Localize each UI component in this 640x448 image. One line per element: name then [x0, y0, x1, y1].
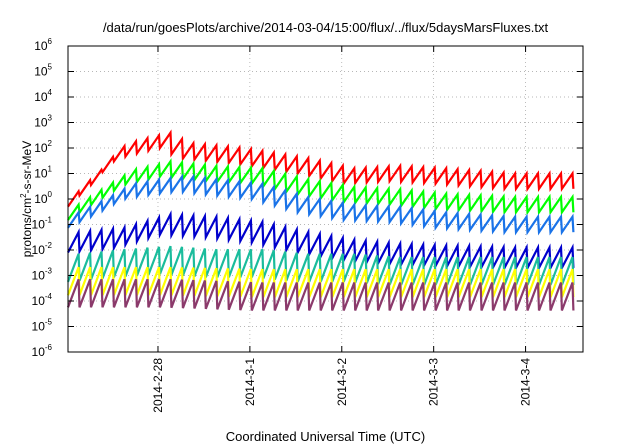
y-tick-base: 10 — [32, 269, 46, 283]
y-tick-label: 104 — [34, 88, 52, 104]
chart-title: /data/run/goesPlots/archive/2014-03-04/1… — [102, 20, 549, 35]
y-axis-label-sup: 2 — [19, 193, 28, 198]
y-axis-label: protons/cm2-s-sr-MeV — [19, 141, 34, 257]
y-axis-label-rest: -s-sr-MeV — [20, 141, 34, 194]
y-tick-base: 10 — [34, 65, 48, 79]
y-tick-exponent: 2 — [48, 139, 53, 148]
x-tick-label: 2014-3-2 — [335, 358, 349, 406]
y-tick-label: 10-6 — [32, 343, 53, 359]
x-tick-label: 2014-3-4 — [519, 358, 533, 406]
y-tick-exponent: 5 — [48, 63, 53, 72]
y-tick-base: 10 — [34, 141, 48, 155]
y-tick-label: 10-2 — [32, 241, 53, 257]
x-axis-label: Coordinated Universal Time (UTC) — [225, 429, 426, 444]
y-tick-exponent: 4 — [48, 88, 53, 97]
y-tick-base: 10 — [34, 116, 48, 130]
y-tick-label: 105 — [34, 63, 52, 79]
y-tick-exponent: -5 — [45, 318, 53, 327]
y-tick-base: 10 — [32, 243, 46, 257]
series-line-3 — [67, 173, 575, 236]
y-tick-exponent: 1 — [48, 165, 53, 174]
y-tick-label: 100 — [34, 190, 52, 206]
y-tick-base: 10 — [34, 90, 48, 104]
y-tick-label: 101 — [34, 165, 52, 181]
y-tick-exponent: 3 — [48, 114, 53, 123]
x-tick-label: 2014-3-3 — [427, 358, 441, 406]
y-tick-label: 102 — [34, 139, 52, 155]
y-tick-base: 10 — [32, 320, 46, 334]
y-tick-exponent: -6 — [45, 343, 53, 352]
y-tick-label: 10-1 — [32, 216, 53, 232]
series-layer — [66, 129, 575, 311]
y-tick-exponent: -2 — [45, 241, 53, 250]
x-tick-label: 2014-2-28 — [151, 358, 165, 413]
y-tick-exponent: 0 — [48, 190, 53, 199]
y-tick-base: 10 — [32, 294, 46, 308]
y-tick-base: 10 — [32, 345, 46, 359]
y-tick-label: 10-3 — [32, 267, 53, 283]
y-tick-exponent: -4 — [45, 292, 53, 301]
y-tick-exponent: -1 — [45, 216, 53, 225]
y-axis-ticks: 10610510410310210110010-110-210-310-410-… — [32, 37, 583, 359]
series-line-7 — [66, 278, 575, 311]
y-tick-base: 10 — [34, 39, 48, 53]
y-tick-base: 10 — [34, 192, 48, 206]
y-tick-label: 10-4 — [32, 292, 53, 308]
y-tick-exponent: 6 — [48, 37, 53, 46]
y-tick-exponent: -3 — [45, 267, 53, 276]
x-axis-ticks: 2014-2-28 2014-3-1 2014-3-2 2014-3-3 2014-3-… — [151, 46, 533, 413]
y-tick-label: 106 — [34, 37, 52, 53]
y-tick-base: 10 — [32, 218, 46, 232]
y-tick-label: 10-5 — [32, 318, 53, 334]
y-axis-label-base: protons/cm — [20, 198, 34, 257]
y-tick-base: 10 — [34, 167, 48, 181]
y-tick-label: 103 — [34, 114, 52, 130]
x-tick-label: 2014-3-1 — [243, 358, 257, 406]
